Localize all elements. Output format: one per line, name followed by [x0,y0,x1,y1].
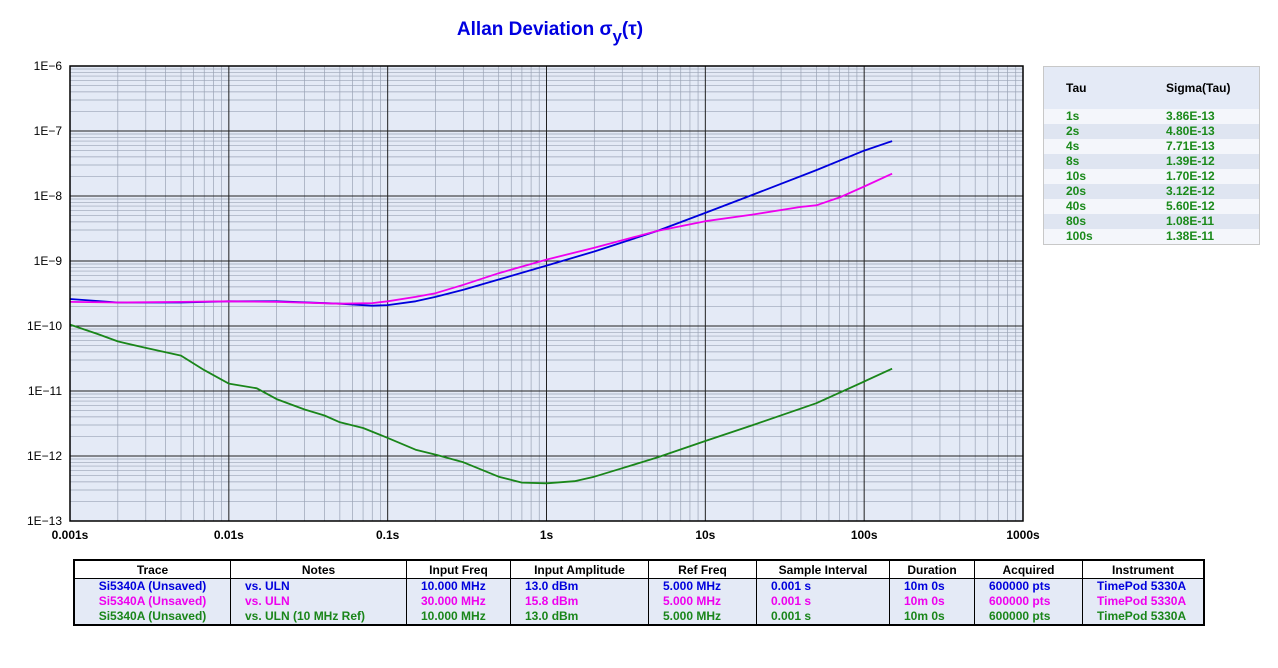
input-freq-header: Input Freq [406,559,511,579]
notes-cell: vs. ULN [230,578,407,594]
input-freq-cell: 30.000 MHz [406,594,511,609]
x-tick-label: 100s [851,528,878,542]
tau-cell: 40s [1066,199,1087,213]
y-tick-label: 1E−6 [34,59,63,73]
instrument-cell: TimePod 5330A [1082,578,1205,594]
acquired-cell: 600000 pts [974,594,1083,609]
trace-cell: Si5340A (Unsaved) [73,609,231,625]
tau-cell: 100s [1066,229,1093,243]
series-line-3 [69,323,893,485]
x-tick-label: 0.1s [376,528,400,542]
duration-cell: 10m 0s [889,578,975,594]
sigma-cell: 1.39E-12 [1166,154,1215,168]
input-amplitude-cell: 13.0 dBm [510,609,649,625]
input-freq-cell: 10.000 MHz [406,609,511,625]
sigma-row: 2s 4.80E-13 [1044,124,1259,139]
sigma-cell: 4.80E-13 [1166,124,1215,138]
sigma-row: 40s 5.60E-12 [1044,199,1259,214]
notes-header: Notes [230,559,407,579]
tau-cell: 20s [1066,184,1087,198]
tau-cell: 1s [1066,109,1080,123]
trace-row: Si5340A (Unsaved) vs. ULN 10.000 MHz 13.0 d… [73,578,1205,594]
y-tick-label: 1E−9 [34,254,63,268]
sigma-row: 10s 1.70E-12 [1044,169,1259,184]
series-layer [69,140,893,485]
series-line-2 [69,172,893,305]
sigma-row: 1s 3.86E-13 [1044,109,1259,124]
instrument-cell: TimePod 5330A [1082,609,1205,625]
chart-title: Allan Deviation σy(τ) [457,19,643,46]
sigma-table-body: 1s 3.86E-13 2s 4.80E-13 4s 7.71E-13 8s 1.39E-12… [1044,109,1259,244]
sigma-cell: 5.60E-12 [1166,199,1215,213]
ref-freq-cell: 5.000 MHz [648,609,757,625]
input-amplitude-cell: 15.8 dBm [510,594,649,609]
trace-row: Si5340A (Unsaved) vs. ULN (10 MHz Ref) 10.… [73,609,1205,625]
y-tick-label: 1E−10 [27,319,62,333]
sigma-row: 100s 1.38E-11 [1044,229,1259,244]
notes-cell: vs. ULN (10 MHz Ref) [230,609,407,625]
sigma-table-header: Tau Sigma(Tau) [1044,67,1259,109]
sample-interval-cell: 0.001 s [756,594,890,609]
sigma-cell: 3.12E-12 [1166,184,1215,198]
y-tick-label: 1E−11 [28,384,62,398]
trace-cell: Si5340A (Unsaved) [73,594,231,609]
trace-row: Si5340A (Unsaved) vs. ULN 30.000 MHz 15.8 d… [73,594,1205,609]
x-tick-label: 0.001s [52,528,89,542]
tau-column-header: Tau [1066,81,1087,95]
acquired-header: Acquired [974,559,1083,579]
tau-cell: 8s [1066,154,1080,168]
tau-cell: 4s [1066,139,1080,153]
trace-table-header: Trace Notes Input Freq Input Amplitude R… [73,559,1205,579]
y-tick-label: 1E−12 [27,449,62,463]
trace-table: Trace Notes Input Freq Input Amplitude R… [73,559,1205,626]
input-amplitude-cell: 13.0 dBm [510,578,649,594]
sigma-cell: 1.70E-12 [1166,169,1215,183]
input-amplitude-header: Input Amplitude [510,559,649,579]
x-axis: 0.001s 0.01s 0.1s 1s 10s 100s 1000s [52,528,1040,542]
input-freq-cell: 10.000 MHz [406,578,511,594]
trace-header: Trace [73,559,231,579]
sigma-column-header: Sigma(Tau) [1166,81,1231,95]
sigma-row: 4s 7.71E-13 [1044,139,1259,154]
y-tick-label: 1E−13 [27,514,62,528]
instrument-header: Instrument [1082,559,1205,579]
ref-freq-cell: 5.000 MHz [648,594,757,609]
sigma-tau-table: Tau Sigma(Tau) 1s 3.86E-13 2s 4.80E-13 4s 7.7… [1043,66,1260,245]
ref-freq-header: Ref Freq [648,559,757,579]
acquired-cell: 600000 pts [974,609,1083,625]
duration-header: Duration [889,559,975,579]
notes-cell: vs. ULN [230,594,407,609]
plot-border [69,65,1024,522]
sigma-row: 20s 3.12E-12 [1044,184,1259,199]
sigma-cell: 1.08E-11 [1166,214,1215,228]
x-tick-label: 1000s [1006,528,1040,542]
x-tick-label: 0.01s [214,528,244,542]
sigma-row: 8s 1.39E-12 [1044,154,1259,169]
acquired-cell: 600000 pts [974,578,1083,594]
sigma-cell: 1.38E-11 [1166,229,1215,243]
y-axis: 1E−6 1E−7 1E−8 1E−9 1E−10 1E−11 1E−12 1E−13 [27,59,62,528]
duration-cell: 10m 0s [889,609,975,625]
tau-cell: 80s [1066,214,1087,228]
trace-cell: Si5340A (Unsaved) [73,578,231,594]
sigma-cell: 3.86E-13 [1166,109,1215,123]
sample-interval-cell: 0.001 s [756,609,890,625]
sample-interval-header: Sample Interval [756,559,890,579]
tau-cell: 10s [1066,169,1087,183]
sample-interval-cell: 0.001 s [756,578,890,594]
ref-freq-cell: 5.000 MHz [648,578,757,594]
y-tick-label: 1E−7 [34,124,63,138]
instrument-cell: TimePod 5330A [1082,594,1205,609]
x-tick-label: 1s [540,528,554,542]
duration-cell: 10m 0s [889,594,975,609]
tau-cell: 2s [1066,124,1080,138]
x-tick-label: 10s [695,528,715,542]
y-tick-label: 1E−8 [34,189,63,203]
sigma-row: 80s 1.08E-11 [1044,214,1259,229]
sigma-cell: 7.71E-13 [1166,139,1215,153]
